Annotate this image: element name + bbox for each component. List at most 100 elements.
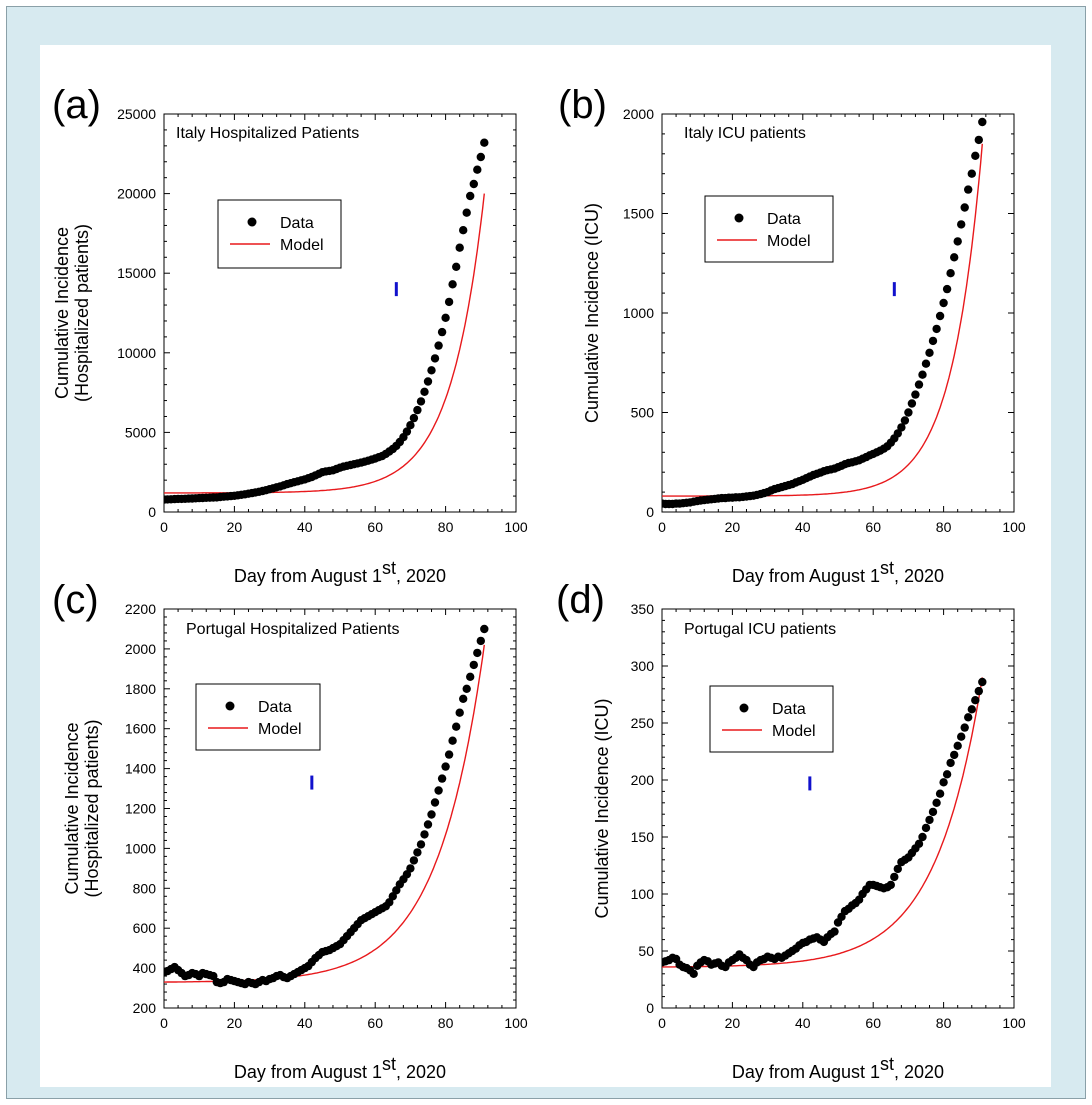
x-axis-label-sup: st xyxy=(382,558,396,578)
data-point xyxy=(466,191,475,201)
chart-panel-0: 0 20 40 60 80 100 0 5000 10000 15000 20000 25000 (a)… xyxy=(52,83,528,586)
x-tick-label: 60 xyxy=(367,519,383,535)
y-tick-label: 20000 xyxy=(117,186,156,202)
data-point xyxy=(935,789,945,798)
y-tick-label: 1500 xyxy=(623,206,654,222)
y-tick-label: 15000 xyxy=(117,265,156,281)
y-axis-label: Cumulative Incidence(Hospitalized patien… xyxy=(52,224,92,402)
data-point xyxy=(911,390,920,399)
data-point xyxy=(413,848,422,857)
data-point xyxy=(971,151,980,160)
x-tick-label: 20 xyxy=(227,519,243,535)
x-tick-label: 60 xyxy=(367,1015,383,1031)
data-point xyxy=(914,380,924,389)
x-tick-label: 100 xyxy=(504,519,528,535)
y-tick-label: 350 xyxy=(631,601,655,617)
x-tick-label: 0 xyxy=(160,519,168,535)
legend: Data Model xyxy=(195,683,321,751)
x-tick-label: 60 xyxy=(865,1015,881,1031)
data-point xyxy=(925,348,934,357)
panel-label: (c) xyxy=(52,578,99,622)
data-point xyxy=(964,713,973,722)
x-axis-label-sup: st xyxy=(880,1054,894,1074)
data-point xyxy=(886,880,895,890)
data-point xyxy=(444,297,454,307)
y-tick-label: 1000 xyxy=(125,840,156,856)
data-point xyxy=(434,341,443,350)
data-point xyxy=(918,370,927,379)
data-point xyxy=(416,840,426,849)
data-point xyxy=(437,774,447,783)
legend: Data Model xyxy=(704,195,834,263)
y-tick-label: 25000 xyxy=(117,106,156,122)
data-point xyxy=(907,399,917,408)
y-tick-label: 0 xyxy=(646,504,654,520)
data-point xyxy=(469,179,478,189)
data-point xyxy=(462,684,471,693)
y-tick-label: 600 xyxy=(133,920,157,936)
data-point xyxy=(409,856,419,865)
y-tick-label: 150 xyxy=(631,829,655,845)
data-point xyxy=(928,336,938,346)
model-line xyxy=(164,193,485,494)
x-axis-label-sup: st xyxy=(382,1054,396,1074)
y-axis-label-line: (Hospitalized patients) xyxy=(82,719,102,897)
figure-panel xyxy=(40,45,1051,1087)
data-point xyxy=(921,823,931,833)
data-point xyxy=(978,677,987,687)
data-point xyxy=(452,722,461,731)
x-tick-label: 20 xyxy=(725,1015,741,1031)
x-axis-label-tail: , 2020 xyxy=(894,566,944,586)
data-point xyxy=(960,723,969,732)
x-axis-label: Day from August 1st, 2020 xyxy=(732,558,944,586)
x-axis-label: Day from August 1st, 2020 xyxy=(234,558,446,586)
y-tick-label: 2200 xyxy=(125,601,156,617)
x-tick-label: 20 xyxy=(725,519,741,535)
data-point xyxy=(928,807,938,817)
data-point xyxy=(466,672,475,681)
y-tick-label: 2000 xyxy=(125,641,156,657)
data-point xyxy=(935,311,945,321)
data-point xyxy=(434,786,443,795)
y-axis-label-line: Cumulative Incidence xyxy=(52,227,72,399)
x-tick-label: 60 xyxy=(865,519,881,535)
data-point xyxy=(444,750,454,759)
legend-box xyxy=(704,195,834,263)
data-point xyxy=(402,427,412,436)
data-point xyxy=(921,359,931,368)
x-tick-label: 40 xyxy=(795,1015,811,1031)
data-point xyxy=(964,185,973,194)
x-axis-label-tail: , 2020 xyxy=(396,566,446,586)
data-point xyxy=(689,969,698,978)
data-point xyxy=(946,269,955,278)
data-point xyxy=(423,820,433,829)
data-point xyxy=(918,832,927,842)
data-point xyxy=(409,413,419,423)
legend-box xyxy=(217,199,342,269)
data-point xyxy=(437,327,447,337)
x-tick-label: 100 xyxy=(1002,1015,1026,1031)
x-tick-label: 0 xyxy=(160,1015,168,1031)
x-tick-label: 100 xyxy=(504,1015,528,1031)
x-axis-label: Day from August 1st, 2020 xyxy=(732,1054,944,1082)
legend-data-label: Data xyxy=(772,701,806,718)
data-point xyxy=(953,237,962,246)
data-point xyxy=(413,405,422,415)
x-axis-label-main: Day from August 1 xyxy=(732,566,880,586)
x-tick-label: 0 xyxy=(658,1015,666,1031)
y-tick-label: 5000 xyxy=(125,424,156,440)
data-point xyxy=(430,798,440,807)
x-axis-label-tail: , 2020 xyxy=(396,1062,446,1082)
data-point xyxy=(455,243,464,252)
panel-label: (b) xyxy=(558,83,607,127)
data-point xyxy=(971,696,980,705)
data-point xyxy=(967,705,976,714)
y-tick-label: 2000 xyxy=(623,106,654,122)
data-point xyxy=(441,762,450,771)
plot-frame xyxy=(163,113,517,513)
data-point xyxy=(423,377,433,386)
x-tick-label: 40 xyxy=(297,519,313,535)
y-tick-label: 200 xyxy=(133,1000,157,1016)
